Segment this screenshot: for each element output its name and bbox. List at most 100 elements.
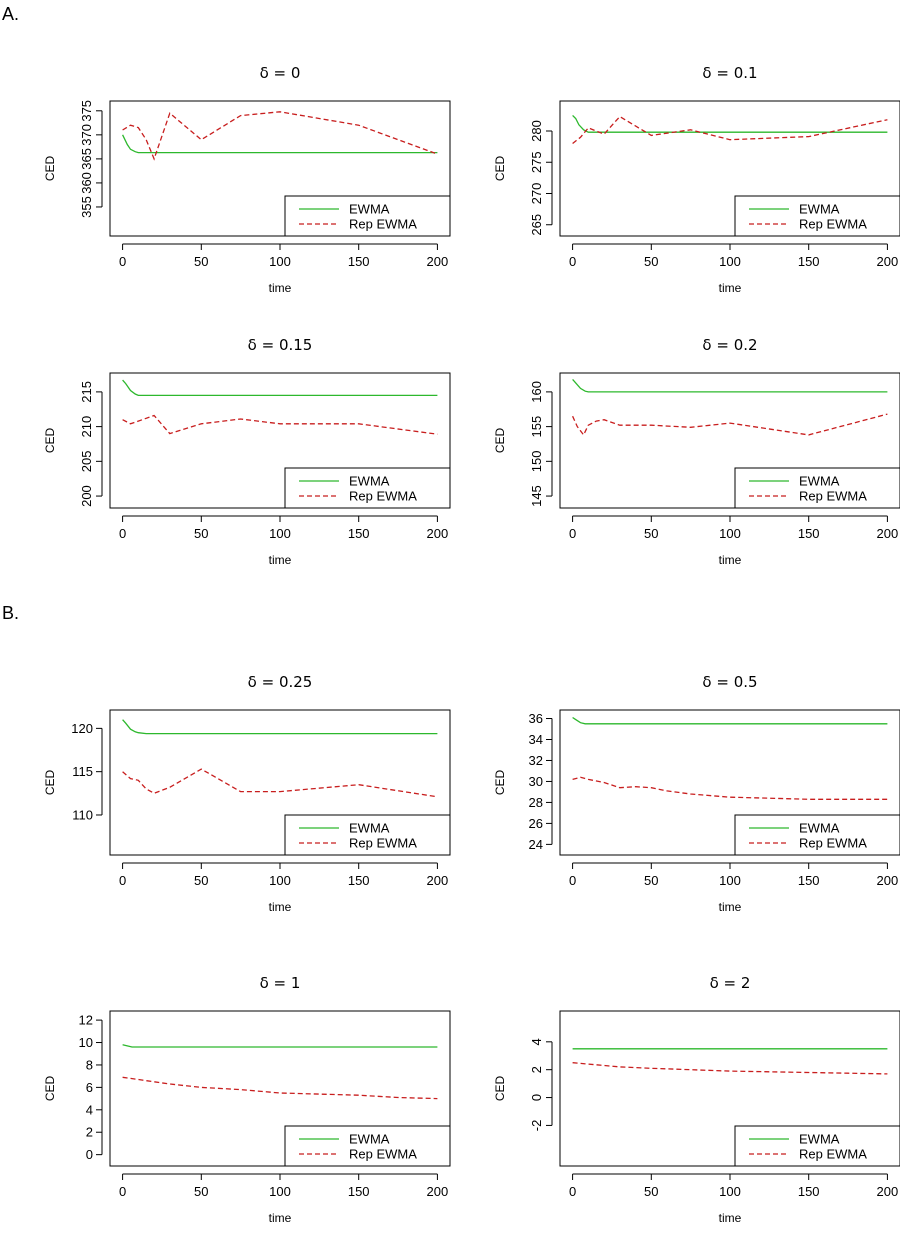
chart-title: δ = 0 (260, 64, 301, 82)
x-tick-label: 150 (798, 526, 820, 541)
x-tick-label: 50 (644, 254, 658, 269)
x-tick-label: 150 (348, 1184, 370, 1199)
x-axis-label: time (719, 281, 742, 295)
x-tick-label: 200 (877, 873, 899, 888)
x-tick-label: 50 (644, 1184, 658, 1199)
y-tick-label: -2 (529, 1120, 544, 1132)
y-tick-label: 26 (529, 816, 543, 831)
section-label-a: A. (2, 4, 20, 24)
x-tick-label: 50 (194, 873, 208, 888)
y-tick-label: 32 (529, 753, 543, 768)
plot-frame (109, 709, 451, 856)
legend-ewma-label: EWMA (349, 202, 390, 217)
rep-ewma-series-line (572, 115, 888, 145)
x-tick-label: 100 (719, 526, 741, 541)
ewma-series-line (122, 1044, 438, 1048)
y-tick-label: 205 (79, 450, 94, 472)
x-tick-label: 200 (427, 254, 449, 269)
legend-box (734, 1125, 900, 1167)
legend-ewma-label: EWMA (799, 1132, 840, 1147)
chart-panel-delta-0.2: δ = 0.2 0 50 100 150 200 time 145 150 155 160 CED EW… (493, 336, 900, 567)
y-tick-label: 24 (529, 837, 543, 852)
plot-frame (109, 100, 451, 237)
y-tick-label: 360 (79, 172, 94, 194)
y-axis-label: CED (43, 1076, 57, 1102)
legend-box (284, 1125, 451, 1167)
plot-frame (559, 372, 900, 509)
y-tick-label: 110 (72, 807, 93, 822)
x-tick-label: 100 (719, 254, 741, 269)
y-axis-label: CED (43, 770, 57, 796)
x-tick-label: 200 (877, 526, 899, 541)
y-tick-label: 145 (529, 485, 544, 507)
legend-rep-ewma-label: Rep EWMA (799, 1147, 867, 1162)
rep-ewma-series-line (122, 111, 438, 161)
x-axis-label: time (269, 1211, 292, 1225)
legend-rep-ewma-label: Rep EWMA (799, 217, 867, 232)
rep-ewma-series-line (572, 413, 888, 437)
y-tick-label: 160 (529, 381, 544, 403)
x-tick-label: 150 (348, 526, 370, 541)
x-tick-label: 150 (348, 254, 370, 269)
rep-ewma-series-line (122, 1076, 438, 1100)
section-label-b: B. (2, 603, 20, 623)
chart-title: δ = 0.5 (702, 673, 757, 691)
legend-ewma-label: EWMA (799, 474, 840, 489)
y-tick-label: 4 (529, 1038, 544, 1045)
y-tick-label: 30 (529, 774, 543, 789)
plot-frame (559, 100, 900, 237)
x-tick-label: 200 (427, 1184, 449, 1199)
x-tick-label: 50 (644, 526, 658, 541)
rep-ewma-series-line (122, 768, 438, 798)
y-axis-label: CED (43, 428, 57, 454)
x-tick-label: 50 (194, 254, 208, 269)
y-tick-label: 370 (79, 124, 94, 146)
x-axis-label: time (269, 553, 292, 567)
y-axis-label: CED (493, 428, 507, 454)
y-tick-label: 375 (79, 100, 94, 122)
x-tick-label: 150 (798, 1184, 820, 1199)
legend-rep-ewma-label: Rep EWMA (799, 836, 867, 851)
x-tick-label: 100 (269, 873, 291, 888)
plot-frame (109, 372, 451, 509)
ewma-series-line (572, 114, 888, 133)
y-tick-label: 36 (529, 711, 543, 726)
chart-title: δ = 0.1 (702, 64, 757, 82)
x-tick-label: 200 (877, 254, 899, 269)
ewma-series-line (122, 379, 438, 397)
plot-frame (559, 1010, 900, 1167)
x-tick-label: 0 (119, 1184, 126, 1199)
y-tick-label: 2 (86, 1125, 93, 1140)
chart-panel-delta-0.25: δ = 0.25 0 50 100 150 200 time 110 115 120 CED EWMA… (43, 673, 451, 914)
y-tick-label: 120 (71, 721, 93, 736)
y-tick-label: 155 (529, 416, 544, 438)
x-tick-label: 0 (119, 254, 126, 269)
y-tick-label: 10 (79, 1035, 93, 1050)
x-tick-label: 0 (569, 526, 576, 541)
x-tick-label: 100 (719, 873, 741, 888)
legend-ewma-label: EWMA (799, 821, 840, 836)
y-tick-label: 280 (529, 120, 544, 142)
y-tick-label: 265 (529, 214, 544, 236)
y-tick-label: 210 (79, 416, 94, 438)
legend-box (734, 195, 900, 237)
legend-box (284, 195, 451, 237)
x-tick-label: 0 (119, 873, 126, 888)
ewma-series-line (572, 716, 888, 725)
y-tick-label: 200 (79, 485, 94, 507)
chart-title: δ = 0.25 (248, 673, 313, 691)
y-tick-label: 270 (529, 183, 544, 205)
x-tick-label: 200 (427, 526, 449, 541)
y-tick-label: 115 (72, 764, 93, 779)
chart-panel-delta-0.15: δ = 0.15 0 50 100 150 200 time 200 205 210 215 CED E… (43, 336, 451, 567)
x-axis-label: time (719, 553, 742, 567)
x-tick-label: 100 (269, 526, 291, 541)
y-axis-label: CED (493, 1076, 507, 1102)
x-tick-label: 0 (119, 526, 126, 541)
y-tick-label: 365 (79, 148, 94, 170)
y-tick-label: 275 (529, 151, 544, 173)
y-tick-label: 34 (529, 732, 543, 747)
x-tick-label: 150 (798, 254, 820, 269)
x-tick-label: 0 (569, 873, 576, 888)
x-tick-label: 150 (798, 873, 820, 888)
